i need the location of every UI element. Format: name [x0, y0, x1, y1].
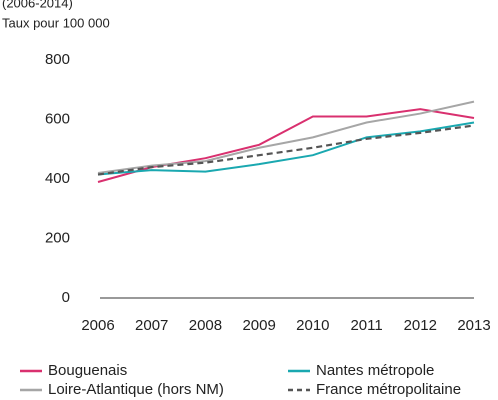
series-line	[97, 121, 475, 176]
legend-label: France métropolitaine	[316, 381, 461, 398]
chart-subtitle: (2006-2014)	[2, 0, 73, 10]
series-line	[97, 100, 475, 175]
y-axis-label: Taux pour 100 000	[2, 15, 110, 30]
y-tick-label: 200	[45, 229, 70, 246]
x-tick-label: 2011	[350, 317, 382, 334]
x-tick-label: 2012	[404, 317, 437, 334]
x-tick-label: 2013	[457, 317, 490, 334]
legend-label: Nantes métropole	[316, 362, 434, 379]
y-tick-label: 400	[45, 170, 70, 187]
y-tick-label: 800	[45, 51, 70, 68]
legend-label: Loire-Atlantique (hors NM)	[48, 381, 224, 398]
legend-label: Bouguenais	[48, 362, 127, 379]
x-tick-label: 2007	[135, 317, 168, 334]
x-tick-label: 2008	[189, 317, 222, 334]
y-tick-label: 0	[62, 289, 70, 306]
x-tick-label: 2010	[296, 317, 329, 334]
x-tick-label: 2009	[242, 317, 275, 334]
x-tick-label: 2006	[81, 317, 114, 334]
y-tick-label: 600	[45, 110, 70, 127]
series-line	[97, 124, 475, 176]
